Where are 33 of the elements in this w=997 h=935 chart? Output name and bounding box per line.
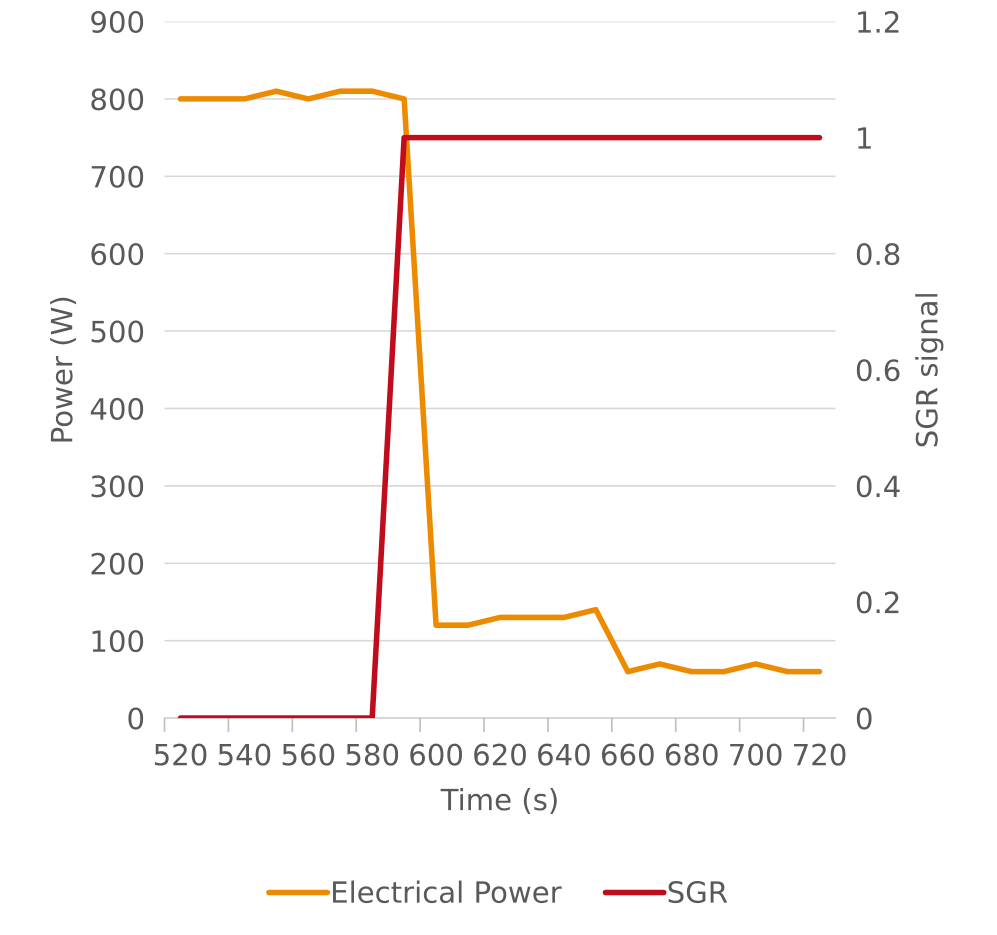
y-tick-label: 500 (92, 320, 144, 343)
y-tick-label: 900 (91, 10, 144, 33)
y2-tick-label: 1 (858, 127, 871, 149)
x-tick-label: 620 (474, 744, 526, 766)
x-tick-label: 560 (282, 744, 334, 766)
x-tick-label: 520 (154, 744, 206, 766)
y2-tick-label: 0 (856, 708, 872, 730)
x-axis-title: Time (s) (440, 788, 557, 814)
x-tick-label: 720 (794, 744, 846, 766)
y-tick-label: 0 (128, 708, 144, 730)
legend-label: Electrical Power (333, 880, 562, 904)
y-tick-label: 600 (91, 243, 144, 266)
x-tick-label: 580 (346, 744, 398, 766)
y-tick-label: 200 (92, 552, 144, 575)
y2-tick-label: 0.8 (856, 243, 900, 266)
x-tick-label: 700 (730, 744, 782, 766)
y2-axis-title: SGR signal (915, 294, 944, 446)
x-tick-label: 540 (218, 744, 270, 766)
y-tick-label: 400 (90, 398, 144, 420)
x-tick-label: 640 (538, 744, 590, 766)
y-tick-label: 100 (92, 630, 144, 652)
y2-tick-label: 1.2 (858, 10, 898, 33)
x-tick-label: 680 (666, 744, 718, 766)
legend-label: SGR (668, 881, 728, 904)
x-tick-label: 660 (602, 744, 654, 766)
y2-tick-label: 0.2 (856, 591, 898, 614)
y2-tick-label: 0.4 (856, 475, 900, 498)
y-tick-label: 300 (92, 475, 144, 498)
y-tick-label: 700 (92, 166, 144, 188)
x-tick-label: 600 (410, 744, 462, 766)
y-axis-title: Power (W) (50, 298, 76, 442)
y-tick-label: 800 (91, 88, 144, 110)
y2-tick-label: 0.6 (856, 359, 900, 382)
